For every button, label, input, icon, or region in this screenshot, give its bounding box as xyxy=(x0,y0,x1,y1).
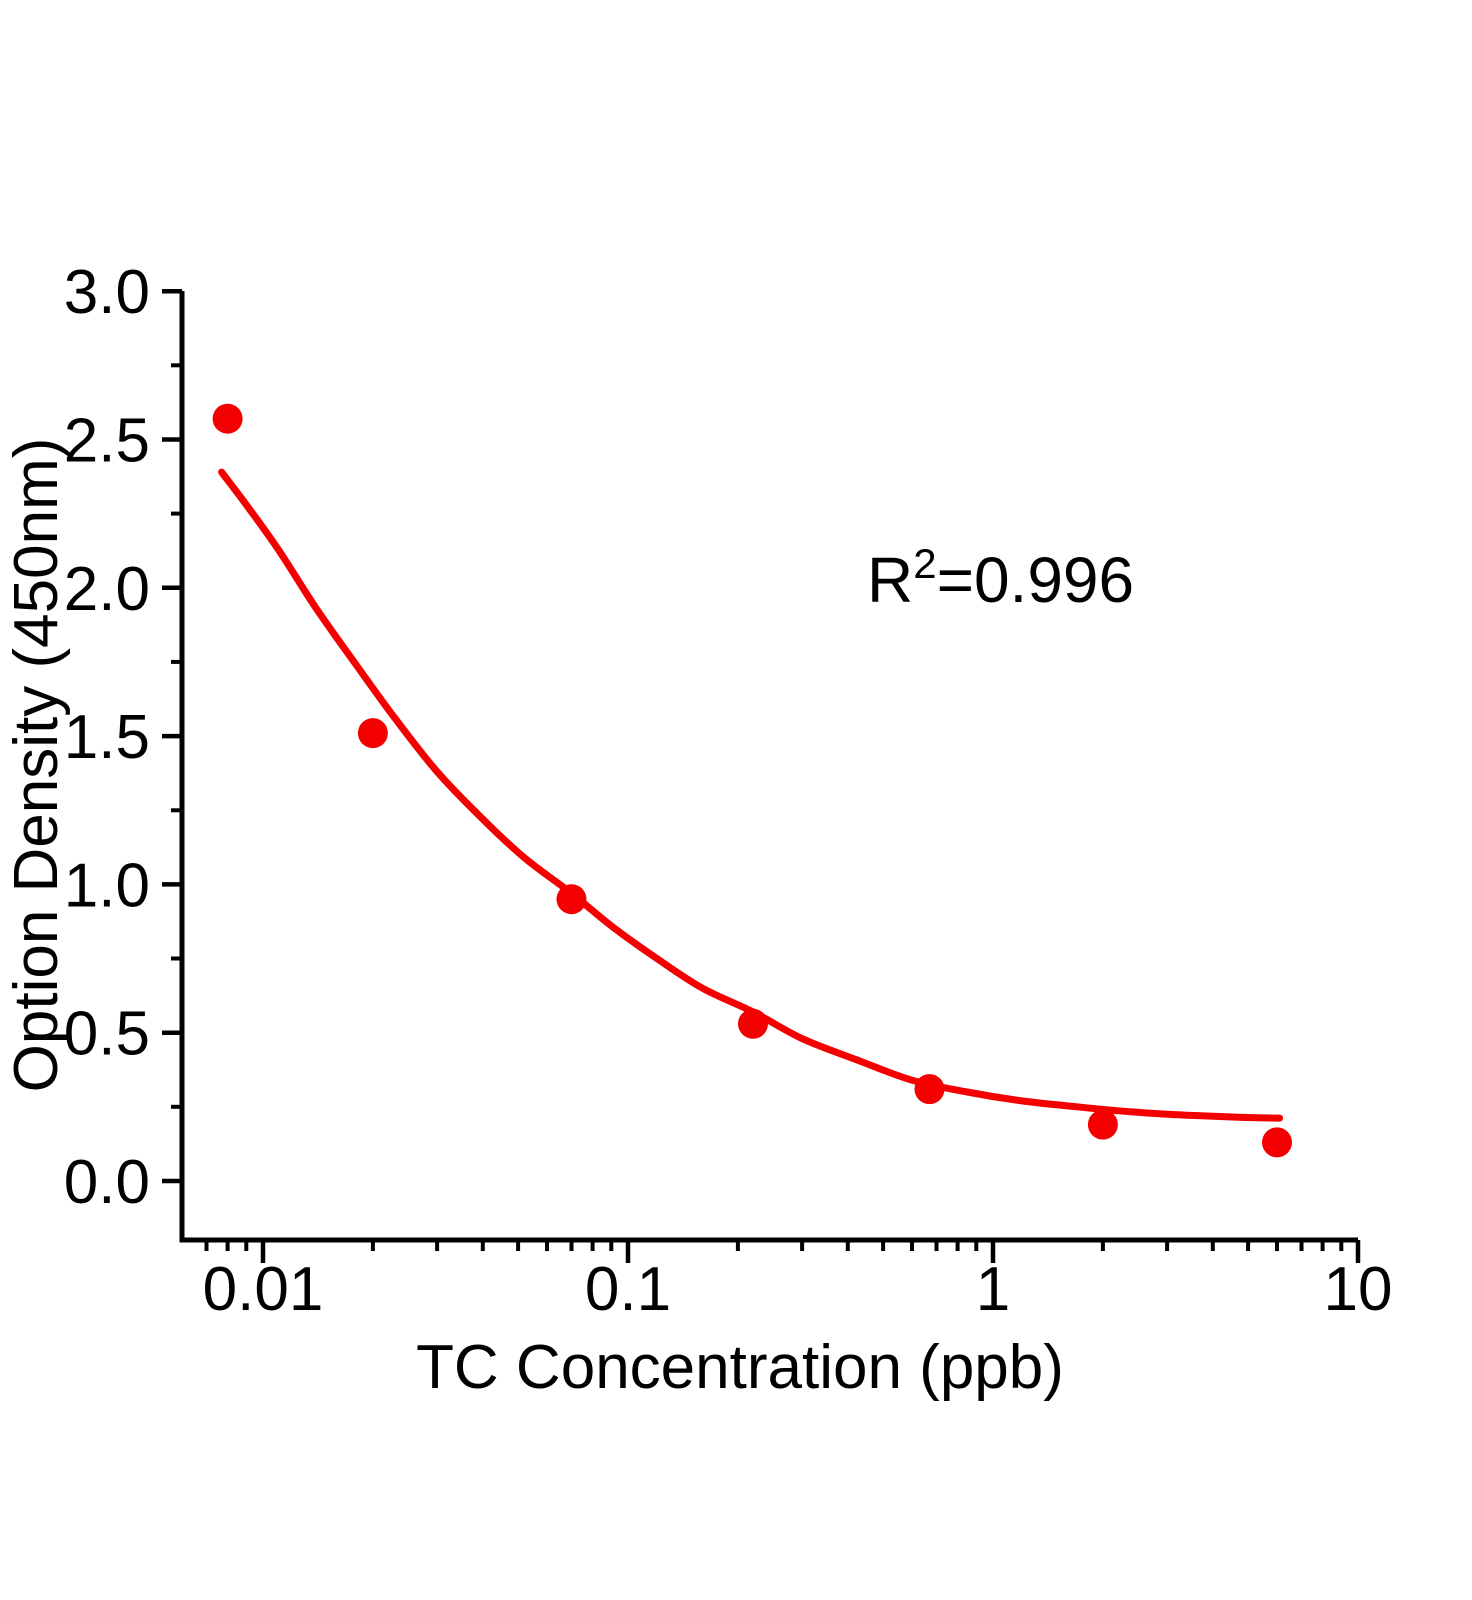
y-tick-label: 3.0 xyxy=(64,258,150,327)
y-tick-label: 2.0 xyxy=(64,555,150,624)
fit-curve-line xyxy=(218,468,1284,1122)
data-point xyxy=(914,1074,945,1105)
y-axis-minor-ticks xyxy=(171,363,182,1109)
r-squared-superscript: 2 xyxy=(913,540,936,587)
y-axis-tick-labels: 0.0 0.5 1.0 1.5 2.0 2.5 3.0 xyxy=(64,258,150,1217)
y-axis-title: Option Density (450nm) xyxy=(2,438,71,1093)
r-squared-value: =0.996 xyxy=(937,544,1135,616)
x-tick-label: 0.01 xyxy=(203,1255,324,1324)
data-point xyxy=(1262,1127,1292,1158)
r-squared-base: R xyxy=(867,544,913,616)
data-point xyxy=(357,718,388,749)
y-tick-label: 1.0 xyxy=(64,851,150,920)
x-tick-label: 10 xyxy=(1324,1255,1393,1324)
data-point xyxy=(738,1008,768,1039)
x-axis-minor-ticks xyxy=(204,1240,1344,1251)
x-tick-label: 1 xyxy=(976,1255,1010,1324)
y-tick-label: 0.5 xyxy=(64,1000,150,1069)
data-point xyxy=(212,403,243,434)
scatter-points-group xyxy=(212,403,1292,1158)
x-tick-label: 0.1 xyxy=(585,1255,671,1324)
x-axis-major-ticks xyxy=(260,1240,1361,1263)
y-tick-label: 2.5 xyxy=(64,407,150,476)
x-axis-tick-labels: 0.01 0.1 1 10 xyxy=(203,1255,1393,1324)
data-point xyxy=(556,884,587,915)
r-squared-annotation: R2=0.996 xyxy=(867,540,1134,616)
y-tick-label: 1.5 xyxy=(64,703,150,772)
axis-spines xyxy=(179,291,1358,1243)
x-axis-title: TC Concentration (ppb) xyxy=(416,1333,1064,1402)
data-point xyxy=(1087,1109,1118,1140)
y-tick-label: 0.0 xyxy=(64,1148,150,1217)
y-axis-major-ticks xyxy=(162,288,182,1184)
